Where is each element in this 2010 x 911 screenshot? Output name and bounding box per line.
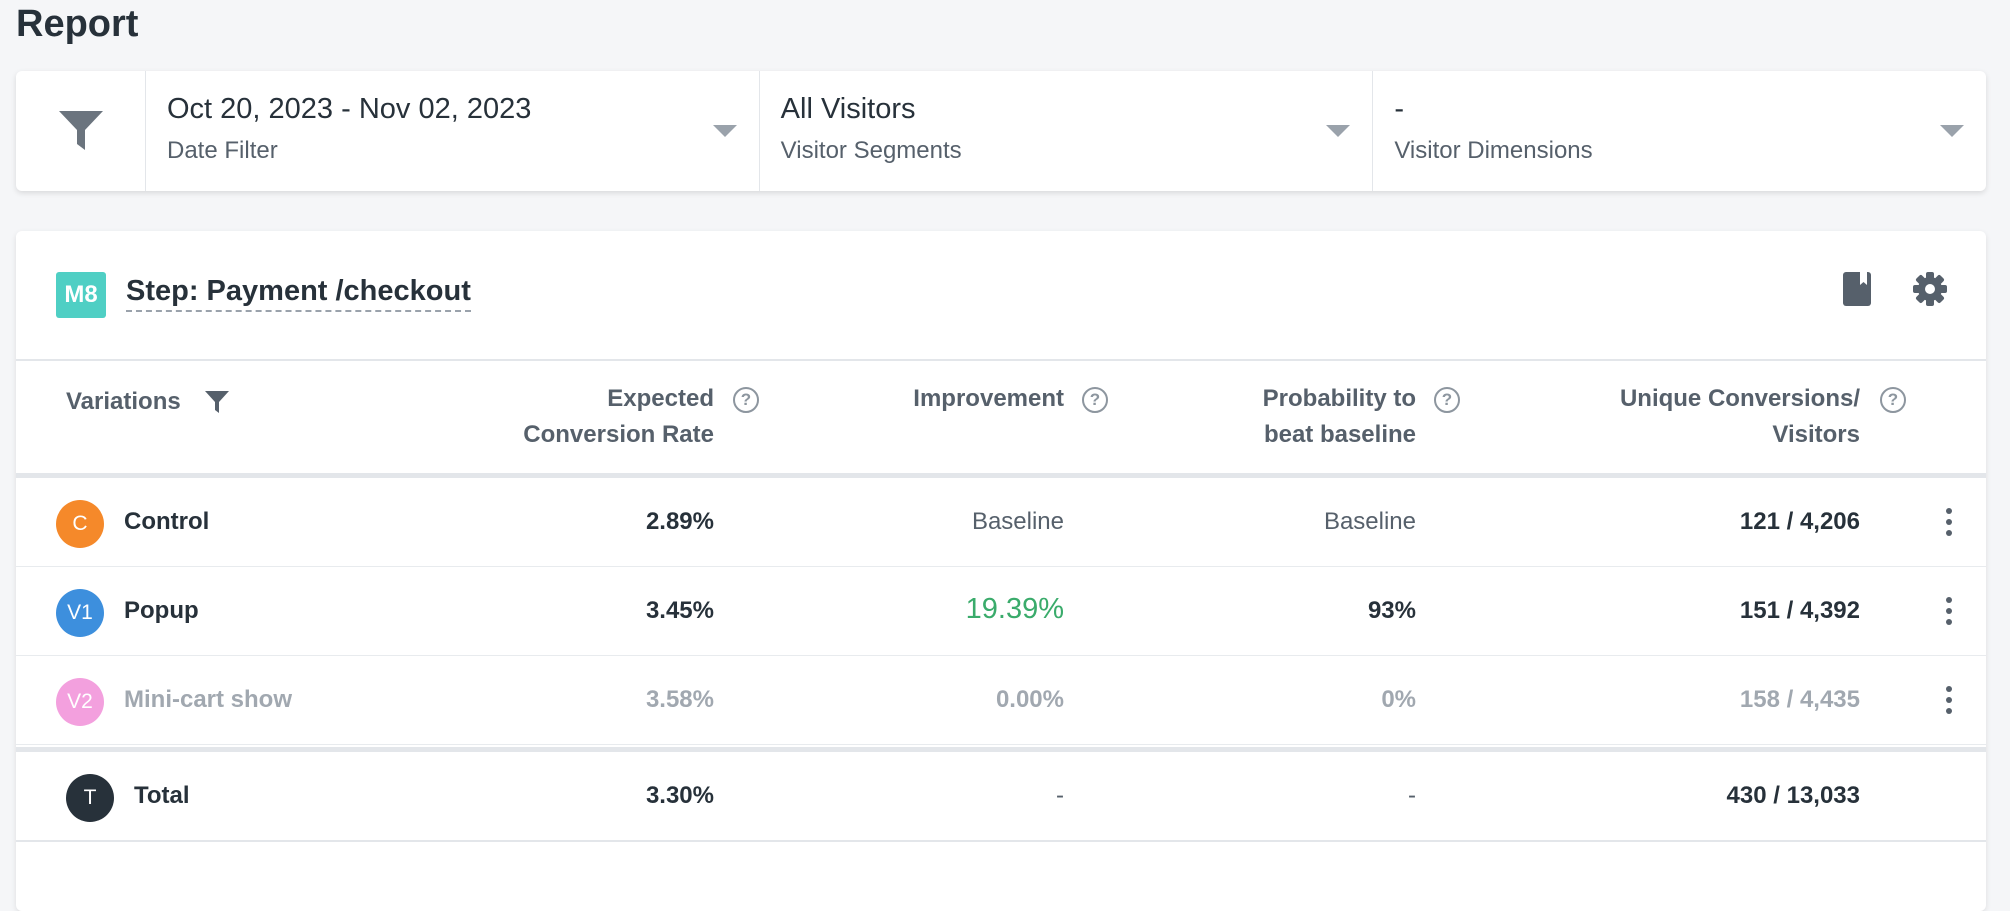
variation-name: Control: [124, 508, 210, 535]
col-header-improvement: Improvement: [913, 385, 1064, 412]
improvement-value: 0.00%: [995, 686, 1064, 713]
variation-badge: V2: [56, 678, 104, 726]
bookmark-icon[interactable]: [1842, 271, 1872, 307]
variations-filter-icon[interactable]: [204, 389, 230, 415]
visitor-dimensions-label: Visitor Dimensions: [1394, 137, 1593, 164]
report-card: M8 Step: Payment /checkout Variations Ex…: [16, 231, 1986, 911]
probability-value: 93%: [1367, 597, 1416, 624]
row-menu-icon[interactable]: [1946, 508, 1952, 541]
filter-bar: Oct 20, 2023 - Nov 02, 2023 Date Filter …: [16, 71, 1986, 191]
help-icon[interactable]: ?: [1880, 387, 1906, 413]
total-probability: -: [1408, 782, 1416, 809]
visitor-dimensions-dropdown[interactable]: - Visitor Dimensions: [1373, 71, 1986, 191]
page-title: Report: [16, 3, 139, 45]
total-improvement: -: [1056, 782, 1064, 809]
visitor-dimensions-value: -: [1394, 93, 1405, 125]
expected-conversion-rate: 3.45%: [645, 597, 714, 624]
variation-name: Popup: [124, 597, 199, 624]
chevron-down-icon: [1326, 125, 1351, 137]
total-expected-conversion-rate: 3.30%: [645, 782, 714, 809]
filter-toggle[interactable]: [16, 71, 146, 191]
help-icon[interactable]: ?: [1434, 387, 1460, 413]
variation-badge: C: [56, 500, 104, 548]
chevron-down-icon: [712, 125, 737, 137]
help-icon[interactable]: ?: [1082, 387, 1108, 413]
probability-value: 0%: [1381, 686, 1416, 713]
date-filter-value: Oct 20, 2023 - Nov 02, 2023: [167, 93, 532, 125]
chevron-down-icon: [1940, 125, 1965, 137]
total-divider: [16, 747, 1986, 752]
col-header-expected-conversion-rate: Expected Conversion Rate: [523, 385, 714, 448]
variation-badge: V1: [56, 589, 104, 637]
total-label: Total: [134, 782, 190, 809]
row-menu-icon[interactable]: [1946, 686, 1952, 719]
date-filter-dropdown[interactable]: Oct 20, 2023 - Nov 02, 2023 Date Filter: [146, 71, 760, 191]
card-header: M8 Step: Payment /checkout: [16, 231, 1986, 361]
expected-conversion-rate: 3.58%: [645, 686, 714, 713]
col-header-probability: Probability to beat baseline: [1262, 385, 1416, 448]
table-row: C Control 2.89% Baseline Baseline 121 / …: [16, 478, 1986, 567]
total-badge: T: [66, 774, 114, 822]
unique-conversions: 158 / 4,435: [1739, 686, 1860, 713]
improvement-value: Baseline: [971, 508, 1064, 535]
col-header-unique-conversions: Unique Conversions/ Visitors: [1619, 385, 1860, 448]
probability-value: Baseline: [1323, 508, 1416, 535]
visitor-segments-value: All Visitors: [780, 93, 916, 125]
total-row: T Total 3.30% - - 430 / 13,033: [16, 752, 1986, 842]
metric-badge: M8: [56, 272, 106, 318]
table-row: V1 Popup 3.45% 19.39% 93% 151 / 4,392: [16, 567, 1986, 656]
unique-conversions: 121 / 4,206: [1739, 508, 1860, 535]
date-filter-label: Date Filter: [167, 137, 278, 164]
visitor-segments-dropdown[interactable]: All Visitors Visitor Segments: [760, 71, 1374, 191]
improvement-value: 19.39%: [965, 593, 1064, 625]
col-header-variations: Variations: [66, 388, 181, 415]
table-header-divider: [16, 473, 1986, 478]
metric-title[interactable]: Step: Payment /checkout: [126, 275, 471, 312]
gear-icon[interactable]: [1912, 271, 1948, 307]
help-icon[interactable]: ?: [733, 387, 759, 413]
table-row: V2 Mini-cart show 3.58% 0.00% 0% 158 / 4…: [16, 656, 1986, 745]
expected-conversion-rate: 2.89%: [645, 508, 714, 535]
total-unique-conversions: 430 / 13,033: [1726, 782, 1860, 809]
visitor-segments-label: Visitor Segments: [780, 137, 962, 164]
variation-name: Mini-cart show: [124, 686, 293, 713]
funnel-icon: [58, 111, 103, 150]
row-menu-icon[interactable]: [1946, 597, 1952, 630]
unique-conversions: 151 / 4,392: [1739, 597, 1860, 624]
